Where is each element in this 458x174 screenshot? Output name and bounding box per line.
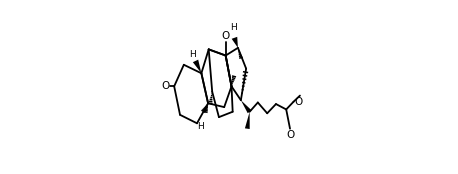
Text: O: O bbox=[161, 81, 169, 91]
Text: O: O bbox=[222, 31, 230, 41]
Text: H: H bbox=[230, 23, 237, 32]
Text: H: H bbox=[189, 50, 196, 59]
Text: O: O bbox=[286, 130, 294, 140]
Polygon shape bbox=[245, 112, 250, 129]
Polygon shape bbox=[232, 37, 238, 48]
Text: H: H bbox=[197, 122, 204, 131]
Polygon shape bbox=[193, 60, 202, 73]
Text: O: O bbox=[294, 97, 302, 107]
Polygon shape bbox=[241, 100, 251, 113]
